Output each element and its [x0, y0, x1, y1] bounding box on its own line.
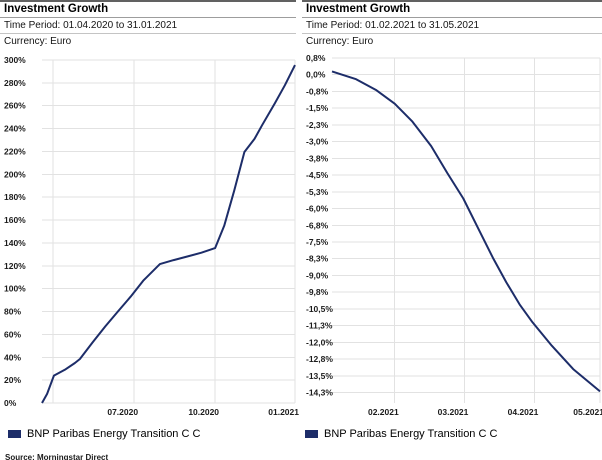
page-title: Investment Growth [302, 2, 602, 18]
svg-text:-14,3%: -14,3% [306, 388, 333, 398]
svg-text:-0,8%: -0,8% [306, 86, 329, 96]
svg-text:0,8%: 0,8% [306, 53, 326, 63]
legend: BNP Paribas Energy Transition C C [8, 428, 296, 440]
svg-text:03.2021: 03.2021 [438, 407, 469, 417]
source-note: Source: Morningstar Direct [5, 453, 109, 460]
svg-text:-11,3%: -11,3% [306, 321, 333, 331]
legend-swatch [8, 430, 21, 438]
svg-text:02.2021: 02.2021 [368, 407, 399, 417]
svg-text:-4,5%: -4,5% [306, 170, 329, 180]
svg-text:-1,5%: -1,5% [306, 103, 329, 113]
svg-text:-3,8%: -3,8% [306, 153, 329, 163]
chart-panel-left: Investment Growth Time Period: 01.04.202… [0, 0, 299, 460]
svg-text:0%: 0% [4, 398, 17, 408]
currency-label: Currency: Euro [4, 36, 72, 47]
time-period-label: Time Period: 01.02.2021 to 31.05.2021 [302, 18, 602, 34]
svg-text:220%: 220% [4, 146, 26, 156]
svg-text:60%: 60% [4, 329, 21, 339]
svg-text:160%: 160% [4, 215, 26, 225]
svg-text:-8,3%: -8,3% [306, 254, 329, 264]
legend: BNP Paribas Energy Transition C C [305, 428, 602, 440]
chart-panel-right: Investment Growth Time Period: 01.02.202… [302, 0, 602, 440]
legend-label: BNP Paribas Energy Transition C C [324, 428, 498, 440]
legend-label: BNP Paribas Energy Transition C C [27, 428, 201, 440]
time-period-label: Time Period: 01.04.2020 to 31.01.2021 [0, 18, 296, 34]
svg-text:01.2021: 01.2021 [268, 407, 299, 417]
svg-text:120%: 120% [4, 261, 26, 271]
svg-text:-9,8%: -9,8% [306, 287, 329, 297]
svg-text:-5,3%: -5,3% [306, 187, 329, 197]
svg-text:-6,8%: -6,8% [306, 220, 329, 230]
svg-text:07.2020: 07.2020 [107, 407, 138, 417]
svg-text:-12,0%: -12,0% [306, 337, 333, 347]
currency-label: Currency: Euro [306, 36, 374, 47]
svg-text:-12,8%: -12,8% [306, 354, 333, 364]
svg-text:40%: 40% [4, 352, 21, 362]
svg-text:260%: 260% [4, 101, 26, 111]
svg-text:20%: 20% [4, 375, 21, 385]
svg-text:-2,3%: -2,3% [306, 120, 329, 130]
growth-line-chart: 0,8% 0,0% -0,8% -1,5% -2,3% -3,0% -3,8% -4,5% -5… [306, 53, 602, 417]
svg-text:300%: 300% [4, 55, 26, 65]
svg-text:200%: 200% [4, 169, 26, 179]
svg-text:04.2021: 04.2021 [508, 407, 539, 417]
svg-text:-9,0%: -9,0% [306, 270, 329, 280]
legend-swatch [305, 430, 318, 438]
svg-text:10.2020: 10.2020 [188, 407, 219, 417]
svg-text:80%: 80% [4, 307, 21, 317]
growth-line-chart: 300% 280% 260% 240% 220% 200% 180% 160% 140% 120%… [4, 55, 299, 417]
svg-text:-3,0%: -3,0% [306, 137, 329, 147]
svg-text:140%: 140% [4, 238, 26, 248]
page-title: Investment Growth [0, 2, 296, 18]
svg-text:0,0%: 0,0% [306, 70, 326, 80]
svg-text:-13,5%: -13,5% [306, 371, 333, 381]
svg-text:-7,5%: -7,5% [306, 237, 329, 247]
svg-text:-10,5%: -10,5% [306, 304, 333, 314]
svg-text:180%: 180% [4, 192, 26, 202]
svg-text:240%: 240% [4, 124, 26, 134]
svg-text:100%: 100% [4, 284, 26, 294]
svg-text:280%: 280% [4, 78, 26, 88]
svg-text:05.2021: 05.2021 [573, 407, 602, 417]
svg-text:-6,0%: -6,0% [306, 204, 329, 214]
